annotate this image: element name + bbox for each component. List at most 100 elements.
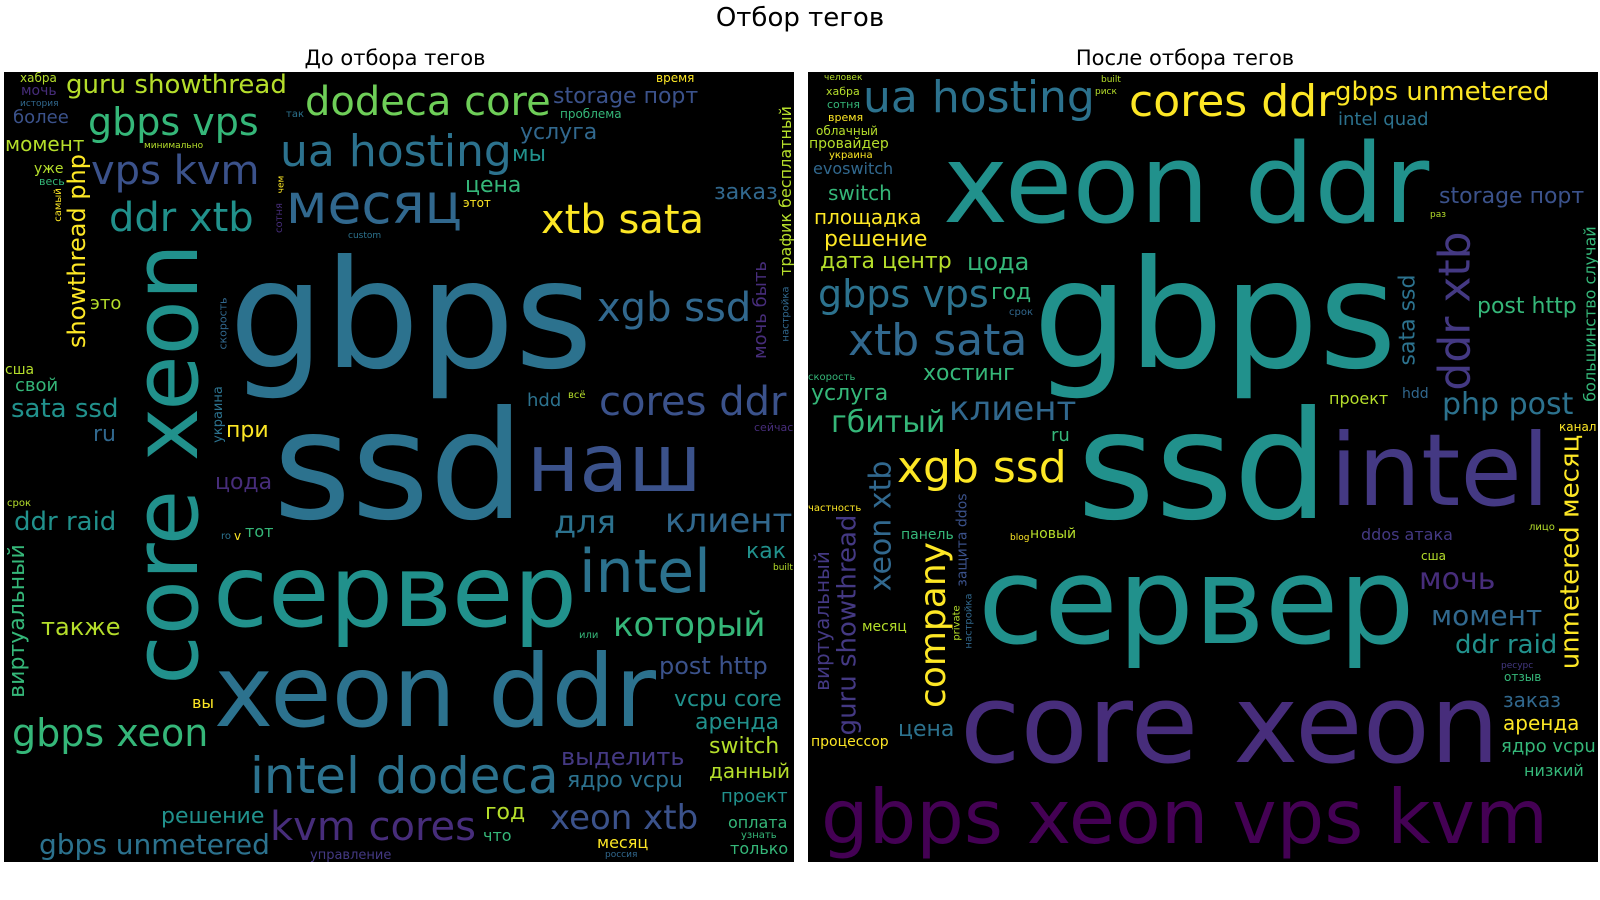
cloud-word: чем (275, 175, 286, 193)
cloud-word: сервер (213, 533, 577, 650)
cloud-word: площадка (814, 205, 922, 229)
cloud-word: это (90, 293, 122, 314)
cloud-word: узнать (741, 830, 777, 841)
cloud-word: php post (1442, 387, 1574, 422)
cloud-word: весь (39, 175, 65, 188)
cloud-word: intel dodeca (250, 747, 559, 805)
cloud-word: лицо (1529, 522, 1555, 533)
cloud-word: мочь (1419, 562, 1496, 597)
cloud-word: услуга (811, 381, 889, 406)
cloud-word: switch (709, 734, 780, 759)
cloud-word: ssd (273, 380, 525, 554)
cloud-word: большинство случай (1580, 225, 1598, 402)
figure-title: Отбор тегов (715, 3, 885, 33)
cloud-word: заказ (714, 180, 778, 205)
cloud-word: аренда (695, 710, 780, 735)
cloud-word: провайдер (809, 136, 889, 152)
cloud-word: защита ddos (954, 492, 971, 587)
cloud-word: core xeon (960, 660, 1500, 788)
cloud-word: xeon ddr (214, 633, 657, 750)
cloud-word: облачный (816, 124, 878, 138)
cloud-word: intel quad (1338, 109, 1429, 130)
cloud-word: мочь (21, 83, 57, 99)
cloud-word: guru showthread (66, 72, 287, 100)
cloud-word: ядро vcpu (1501, 736, 1596, 757)
cloud-word: низкий (1524, 761, 1584, 780)
cloud-word: ru (93, 422, 116, 447)
cloud-word: gbps (1033, 229, 1397, 403)
cloud-word: сейчас (754, 421, 794, 434)
cloud-word: месяц (597, 833, 649, 852)
cloud-word: unmetered месяц (1554, 434, 1585, 669)
cloud-word: решение (824, 227, 928, 252)
cloud-word: сервер (978, 533, 1415, 672)
cloud-word: украина (829, 150, 873, 161)
cloud-word: storage порт (1439, 184, 1585, 209)
cloud-word: цена (898, 717, 955, 742)
cloud-word: виртуальный (809, 551, 834, 691)
cloud-word: панель (901, 527, 954, 543)
cloud-word: хабра (20, 72, 57, 85)
cloud-word: guru showthread (831, 514, 862, 735)
cloud-word: ddr xtb (1429, 230, 1481, 391)
cloud-word: отзыв (1504, 670, 1542, 684)
cloud-word: всё (568, 390, 586, 401)
cloud-word: выделить (561, 743, 685, 771)
cloud-word: более (13, 107, 69, 128)
cloud-word: украина (210, 386, 226, 443)
cloud-word: xgb ssd (597, 285, 752, 331)
cloud-word: gbps vps (88, 100, 259, 144)
cloud-word: заказ (1503, 688, 1561, 712)
cloud-word: хостинг (923, 361, 1015, 386)
cloud-word: скорость (216, 296, 230, 350)
cloud-word: риск (1095, 87, 1117, 97)
cloud-word: ddr raid (14, 507, 117, 537)
cloud-word: момент (1431, 599, 1543, 632)
cloud-word: наш (527, 417, 702, 510)
wordcloud-after: ssd gbps сервер core xeon xeon ddr intel gbps … (808, 72, 1598, 862)
cloud-word: evoswitch (813, 159, 894, 178)
cloud-word: дата центр (820, 249, 952, 274)
cloud-word: оплата (728, 813, 788, 832)
cloud-word: только (730, 839, 789, 858)
cloud-word: built (773, 563, 793, 573)
cloud-word: трафик бесплатный (775, 106, 794, 276)
cloud-word: время (828, 111, 864, 124)
cloud-word: gbps xeon vps kvm (821, 773, 1549, 861)
cloud-word: или (579, 630, 599, 641)
cloud-word: проект (1329, 389, 1389, 408)
cloud-word: ядро vcpu (567, 768, 683, 793)
cloud-word: цода (215, 470, 273, 495)
cloud-word: ddr raid (1455, 630, 1558, 660)
cloud-word: этот (463, 196, 491, 210)
cloud-word: showthread php (63, 153, 92, 349)
cloud-word: ddos атака (1361, 525, 1453, 544)
cloud-word: sata ssd (1394, 274, 1420, 365)
cloud-word: клиент (665, 501, 793, 541)
cloud-word: при (226, 418, 269, 443)
cloud-word: gbps (229, 229, 593, 403)
cloud-word: gbps unmetered (39, 828, 270, 861)
cloud-word: сша (5, 362, 35, 378)
cloud-word: время (656, 72, 695, 85)
cloud-word: цена (465, 173, 522, 198)
cloud-word: так (286, 109, 304, 120)
cloud-word: xtb sata (541, 197, 705, 243)
cloud-word: как (746, 539, 787, 564)
cloud-word: storage порт (553, 84, 699, 109)
cloud-word: ua hosting (280, 126, 512, 177)
cloud-word: ro (221, 531, 232, 542)
cloud-word: процессор (811, 734, 889, 750)
cloud-word: срок (7, 498, 32, 509)
cloud-word: custom (348, 231, 382, 241)
cloud-word: hdd (1402, 386, 1429, 402)
panel-title-before: До отбора тегов (304, 46, 486, 70)
cloud-word: sata ssd (11, 394, 119, 424)
cloud-word: ddr xtb (109, 195, 254, 241)
cloud-word: core xeon (113, 243, 219, 685)
cloud-word: cores ddr (1129, 76, 1336, 127)
cloud-word: месяц (862, 619, 907, 635)
cloud-word: тот (245, 522, 274, 541)
cloud-word: gbps vps (818, 272, 989, 316)
cloud-word: сша (1421, 549, 1446, 563)
